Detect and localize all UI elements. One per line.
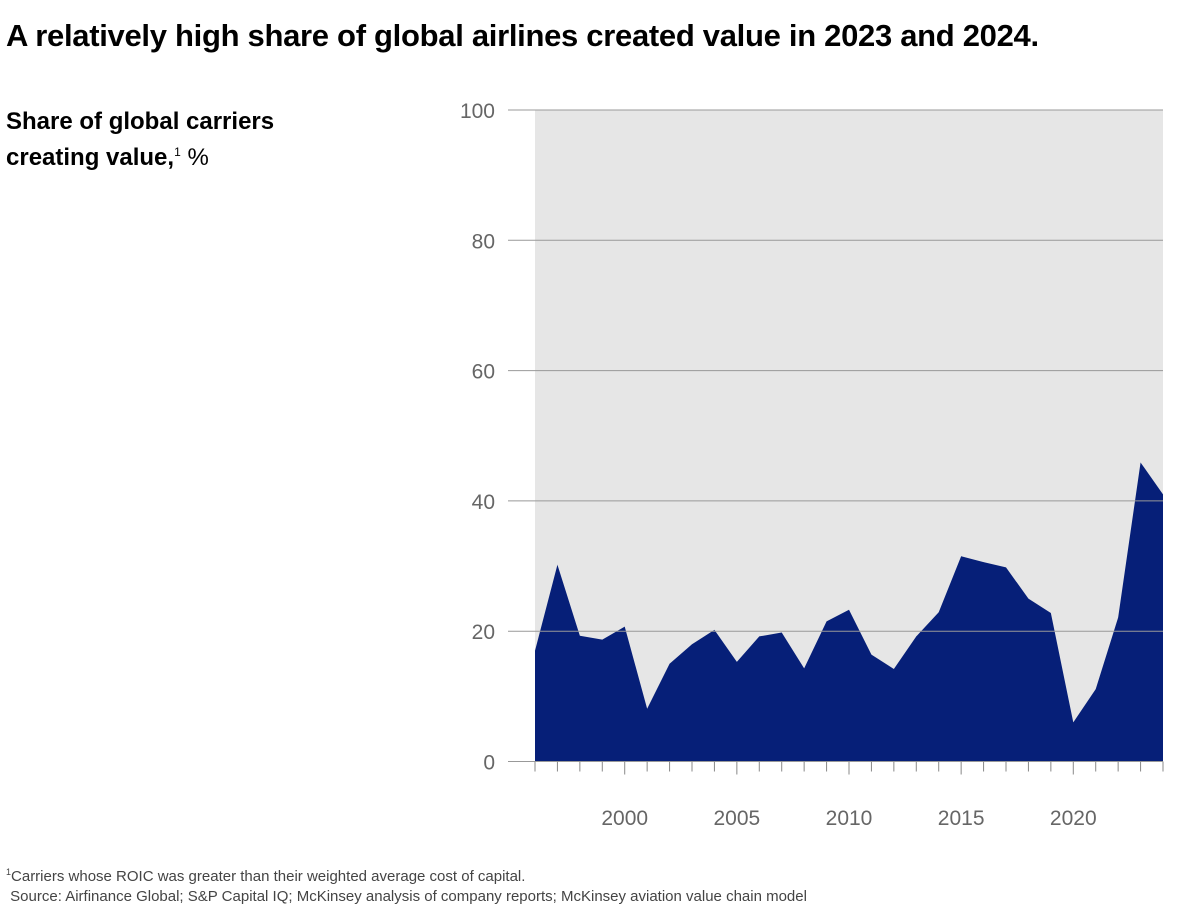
- y-tick-label: 100: [460, 100, 495, 123]
- subtitle-unit: %: [187, 144, 209, 171]
- footnote: 1Carriers whose ROIC was greater than th…: [6, 862, 807, 907]
- y-tick-label: 40: [472, 491, 495, 514]
- x-tick-label: 2015: [938, 807, 985, 830]
- chart-title: A relatively high share of global airlin…: [6, 18, 1039, 53]
- footnote-mark: 1: [6, 867, 12, 877]
- area-series: [535, 462, 1163, 762]
- x-tick-label: 2020: [1050, 807, 1097, 830]
- x-tick-label: 2000: [601, 807, 648, 830]
- subtitle-line2: creating value,: [6, 144, 175, 171]
- source-text: Source: Airfinance Global; S&P Capital I…: [10, 888, 807, 905]
- subtitle-line1: Share of global carriers: [6, 108, 275, 135]
- y-tick-label: 60: [472, 361, 495, 384]
- y-tick-label: 80: [472, 230, 495, 253]
- y-tick-label: 0: [483, 752, 495, 775]
- footnote-mark: 1: [174, 145, 181, 159]
- y-tick-label: 20: [472, 621, 495, 644]
- footnote-text: Carriers whose ROIC was greater than the…: [11, 868, 526, 885]
- x-tick-label: 2005: [713, 807, 760, 830]
- chart-subtitle: Share of global carriers creating value,…: [6, 106, 274, 173]
- x-tick-label: 2010: [826, 807, 873, 830]
